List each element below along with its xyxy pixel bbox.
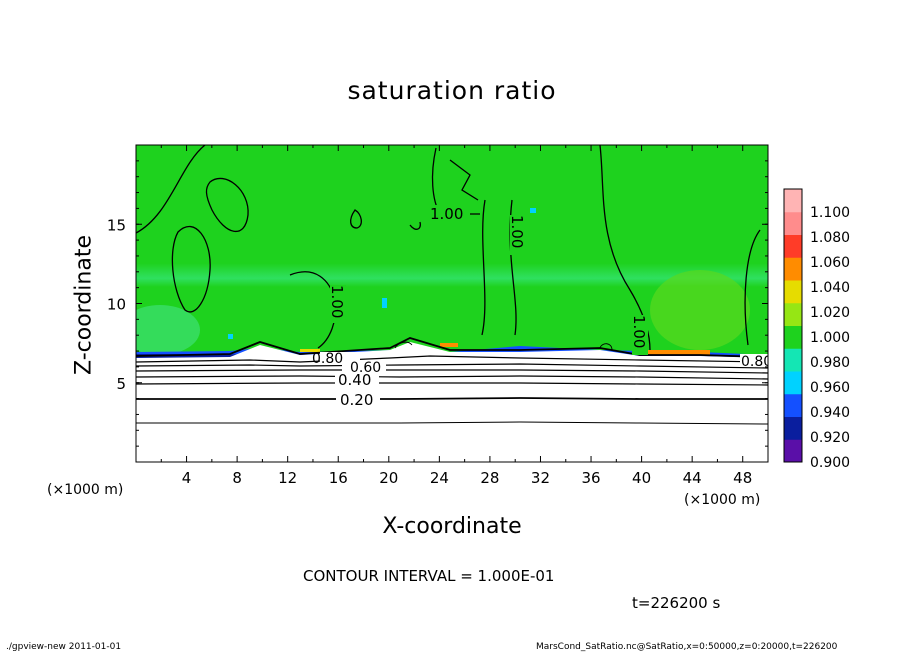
colorbar-swatch — [784, 371, 802, 395]
contour-label: 1.00 — [430, 205, 463, 223]
x-tick-label: 20 — [379, 469, 398, 487]
colorbar-label: 1.040 — [810, 280, 850, 296]
colorbar-swatch — [784, 348, 802, 372]
contour-label: 1.00 — [328, 285, 346, 318]
colorbar-label: 0.940 — [810, 405, 850, 421]
colorbar-swatch — [784, 439, 802, 463]
colorbar-swatch — [784, 393, 802, 417]
colorbar: 0.900 0.920 0.940 0.960 0.980 1.000 1.020 1.040… — [783, 188, 850, 471]
x-axis-unit: (×1000 m) — [684, 492, 761, 508]
contour-label: 0.80 — [741, 354, 772, 370]
x-tick-label: 32 — [531, 469, 550, 487]
footer-right: MarsCond_SatRatio.nc@SatRatio,x=0:50000,… — [536, 642, 838, 652]
x-tick-label: 44 — [683, 469, 702, 487]
y-tick-label: 10 — [107, 296, 126, 314]
x-tick-label: 4 — [182, 469, 192, 487]
x-axis-label: X-coordinate — [382, 514, 522, 539]
field-patch — [228, 334, 233, 339]
field-patch — [650, 270, 750, 350]
chart-title: saturation ratio — [347, 76, 557, 105]
x-axis-ticks: 4 8 12 16 20 24 28 32 36 40 44 48 — [160, 145, 752, 487]
field-patch — [382, 298, 387, 308]
field-patch — [136, 305, 200, 355]
y-tick-label: 15 — [107, 216, 126, 234]
contour-lines-lower — [136, 337, 768, 425]
colorbar-label: 1.080 — [810, 230, 850, 246]
colorbar-swatch — [784, 416, 802, 440]
colorbar-swatch — [784, 325, 802, 349]
contour-interval-text: CONTOUR INTERVAL = 1.000E-01 — [303, 567, 555, 585]
colorbar-swatch — [784, 280, 802, 304]
y-tick-label: 5 — [116, 375, 126, 393]
colorbar-label: 1.100 — [810, 205, 850, 221]
colorbar-swatch — [784, 257, 802, 281]
colorbar-frame — [783, 188, 803, 463]
field-patch — [648, 350, 710, 355]
colorbar-label: 0.900 — [810, 455, 850, 471]
colorbar-label: 0.960 — [810, 380, 850, 396]
field-patch — [530, 208, 536, 213]
colorbar-label: 1.000 — [810, 330, 850, 346]
field-patch — [440, 343, 458, 347]
contour-label: 0.20 — [340, 391, 373, 409]
contour-label: 0.40 — [338, 371, 371, 389]
contour-label: 1.00 — [630, 315, 648, 348]
x-tick-label: 36 — [581, 469, 600, 487]
y-axis-ticks: 5 10 15 — [107, 160, 768, 447]
x-tick-label: 48 — [733, 469, 752, 487]
y-axis-unit: (×1000 m) — [47, 482, 124, 498]
contour-label: 0.80 — [312, 351, 343, 367]
colorbar-label: 1.020 — [810, 305, 850, 321]
colorbar-swatch — [784, 234, 802, 258]
x-tick-label: 28 — [480, 469, 499, 487]
x-tick-label: 12 — [278, 469, 297, 487]
x-tick-label: 24 — [430, 469, 449, 487]
colorbar-swatch — [784, 302, 802, 326]
x-tick-label: 40 — [632, 469, 651, 487]
dry-region — [136, 342, 768, 462]
contour-label: 1.00 — [508, 215, 526, 248]
colorbar-label: 0.980 — [810, 355, 850, 371]
colorbar-label: 1.060 — [810, 255, 850, 271]
x-tick-label: 16 — [329, 469, 348, 487]
colorbar-label: 0.920 — [810, 430, 850, 446]
footer-left: ./gpview-new 2011-01-01 — [6, 642, 122, 652]
x-tick-label: 8 — [232, 469, 242, 487]
colorbar-swatch — [784, 189, 802, 213]
time-label: t=226200 s — [632, 594, 721, 612]
colorbar-swatch — [784, 211, 802, 235]
field-patch — [300, 349, 320, 352]
